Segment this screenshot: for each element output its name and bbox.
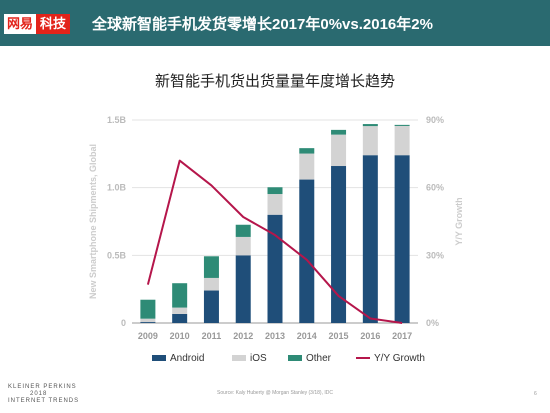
footer-org-line1: KLEINER PERKINS — [8, 384, 77, 390]
y2-tick-label: 30% — [426, 250, 444, 260]
bar-ios — [362, 126, 378, 156]
bar-other — [235, 224, 251, 237]
bar-other — [299, 148, 315, 154]
legend-swatch-android — [152, 355, 166, 361]
x-tick-label: 2011 — [202, 331, 222, 341]
bar-android — [172, 313, 188, 323]
x-tick-label: 2013 — [265, 331, 285, 341]
logo-text-b: 科技 — [36, 14, 71, 34]
legend-label: Other — [306, 353, 332, 364]
bar-android — [394, 155, 410, 323]
bar-android — [362, 155, 378, 323]
x-tick-label: 2017 — [392, 331, 412, 341]
x-tick-label: 2015 — [329, 331, 349, 341]
footer-org: KLEINER PERKINS 2018 INTERNET TRENDS — [8, 384, 79, 405]
page-number: 6 — [534, 391, 537, 397]
bar-android — [331, 166, 347, 323]
legend-label: Android — [170, 353, 204, 364]
footer-org-line2: 2018 — [30, 391, 48, 397]
logo: 网易 科技 — [4, 14, 71, 34]
bar-android — [267, 214, 283, 323]
bar-other — [394, 124, 410, 126]
y-tick-label: 1.5B — [107, 115, 127, 125]
y2-tick-label: 0% — [426, 318, 439, 328]
bar-ios — [203, 277, 219, 291]
bar-other — [362, 124, 378, 127]
chart-title: 新智能手机货出货量量年度增长趋势 — [154, 73, 395, 90]
y-tick-label: 1.0B — [107, 183, 127, 193]
bar-ios — [267, 194, 283, 215]
legend-label: iOS — [250, 353, 267, 364]
logo-text-a: 网易 — [4, 14, 37, 34]
bar-ios — [299, 153, 315, 180]
legend-swatch-ios — [232, 355, 246, 361]
bar-android — [299, 179, 315, 323]
bar-ios — [140, 318, 156, 323]
bar-ios — [172, 307, 188, 314]
bar-other — [331, 129, 347, 135]
y2-axis-label: Y/Y Growth — [454, 197, 464, 245]
growth-line — [146, 159, 403, 324]
bar-android — [235, 255, 251, 323]
page-title: 全球新智能手机发货零增长2017年0%vs.2016年2% — [92, 16, 433, 33]
x-tick-label: 2012 — [233, 331, 253, 341]
x-tick-label: 2009 — [138, 331, 158, 341]
y-tick-label: 0.5B — [107, 250, 127, 260]
x-tick-label: 2016 — [360, 331, 380, 341]
bar-ios — [235, 236, 251, 256]
y-tick-label: 0 — [121, 318, 126, 328]
legend-label: Y/Y Growth — [374, 353, 425, 364]
bar-other — [172, 283, 188, 308]
bar-android — [203, 290, 219, 323]
bar-ios — [394, 125, 410, 156]
bar-other — [203, 256, 219, 278]
bar-android — [140, 322, 156, 323]
bar-other — [140, 299, 156, 319]
bar-ios — [331, 134, 347, 167]
header-bar: 网易 科技 全球新智能手机发货零增长2017年0%vs.2016年2% — [0, 0, 550, 46]
source-note: Source: Kaly Huberty @ Morgan Stanley (3… — [217, 390, 333, 396]
footer-org-line3: INTERNET TRENDS — [8, 398, 80, 404]
y2-tick-label: 60% — [426, 183, 444, 193]
bar-other — [267, 187, 283, 195]
x-tick-label: 2014 — [297, 331, 317, 341]
x-tick-label: 2010 — [170, 331, 190, 341]
y-axis-label: New Smartphone Shipments, Global — [88, 144, 98, 299]
legend-swatch-other — [288, 355, 302, 361]
y2-tick-label: 90% — [426, 115, 444, 125]
